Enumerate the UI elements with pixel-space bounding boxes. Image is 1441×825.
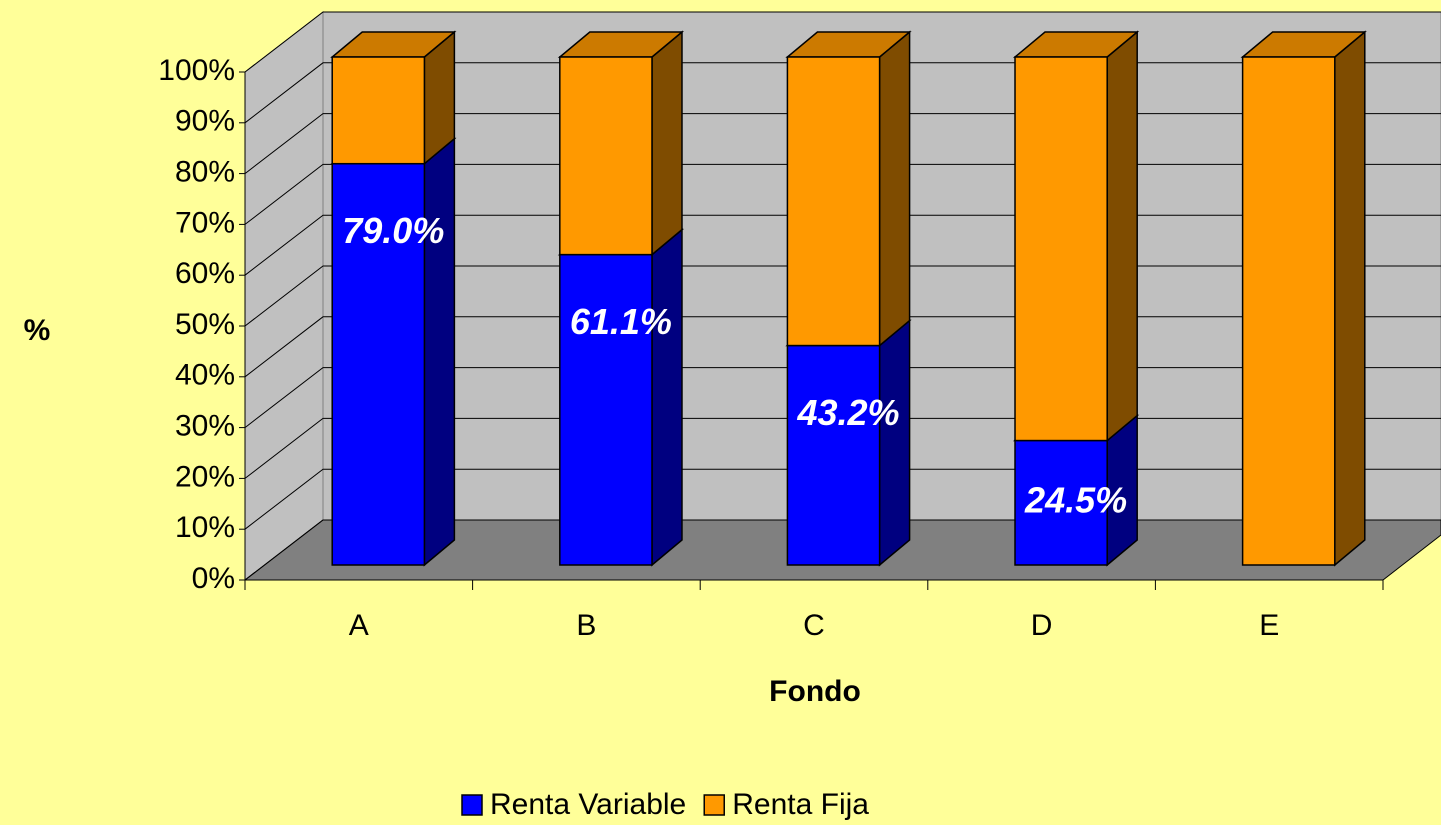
y-tick-label: 50% (175, 308, 235, 341)
data-label: 24.5% (1024, 479, 1127, 520)
bar (559, 56, 653, 256)
bar (331, 56, 426, 165)
y-tick-label: 70% (175, 206, 235, 239)
legend-label: Renta Fija (732, 788, 869, 821)
bar (786, 56, 881, 347)
y-tick-label: 20% (175, 460, 235, 493)
bar (1014, 439, 1108, 566)
bar-side (651, 228, 683, 567)
y-axis-title: % (24, 314, 51, 347)
data-label: 61.1% (570, 301, 672, 342)
data-label: 43.2% (796, 392, 899, 433)
x-tick-label: D (1031, 609, 1053, 642)
bar-side (1334, 30, 1366, 567)
x-tick-label: B (576, 609, 596, 642)
y-tick-label: 40% (175, 359, 235, 392)
legend-swatch (461, 794, 483, 816)
legend-swatch (703, 794, 725, 816)
bar-side (651, 30, 683, 257)
bar-side (878, 30, 911, 348)
bar (1241, 56, 1336, 566)
bar (1014, 56, 1108, 442)
x-tick-label: C (803, 609, 825, 642)
y-tick-label: 90% (175, 105, 235, 138)
y-tick-label: 30% (175, 410, 235, 443)
bar (786, 344, 881, 566)
y-tick-label: 0% (192, 562, 235, 595)
y-tick-label: 100% (158, 54, 235, 87)
x-tick-label: E (1259, 609, 1279, 642)
bar-side (423, 137, 456, 567)
bar (331, 162, 426, 566)
y-tick-label: 10% (175, 511, 235, 544)
data-label: 79.0% (342, 210, 444, 251)
legend: Renta Variable Renta Fija (461, 788, 869, 821)
plot: A 79.0% B 61.1% C 43.2% D 24.5% E (330, 30, 1367, 642)
legend-label: Renta Variable (490, 788, 686, 821)
bar-side (1106, 30, 1138, 443)
x-tick-label: A (349, 609, 369, 642)
x-axis-title: Fondo (769, 675, 861, 708)
bar-side (878, 318, 911, 567)
y-tick-label: 80% (175, 156, 235, 189)
y-tick-label: 60% (175, 257, 235, 290)
bar (559, 253, 653, 566)
grid-line (244, 11, 1441, 73)
